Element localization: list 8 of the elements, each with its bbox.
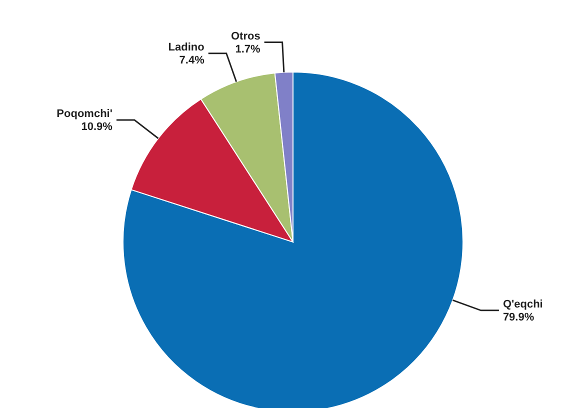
slice-label: Otros <box>230 30 260 42</box>
slice-label: Poqomchi' <box>56 108 113 120</box>
slice-label: Ladino <box>168 41 205 54</box>
data-label: 79.9% <box>502 311 534 324</box>
data-label: 10.9% <box>81 121 113 134</box>
slice-label: Q'eqchi <box>502 298 543 310</box>
data-label: 1.7% <box>235 43 261 56</box>
data-label: 7.4% <box>179 54 205 66</box>
